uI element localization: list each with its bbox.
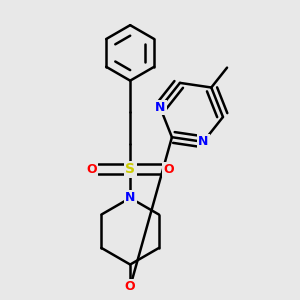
Text: S: S xyxy=(125,162,135,176)
Text: N: N xyxy=(198,135,208,148)
Text: O: O xyxy=(86,163,97,176)
Text: N: N xyxy=(155,101,165,114)
Text: O: O xyxy=(164,163,174,176)
Text: N: N xyxy=(125,191,135,205)
Text: O: O xyxy=(125,280,136,293)
Text: N: N xyxy=(125,191,135,205)
